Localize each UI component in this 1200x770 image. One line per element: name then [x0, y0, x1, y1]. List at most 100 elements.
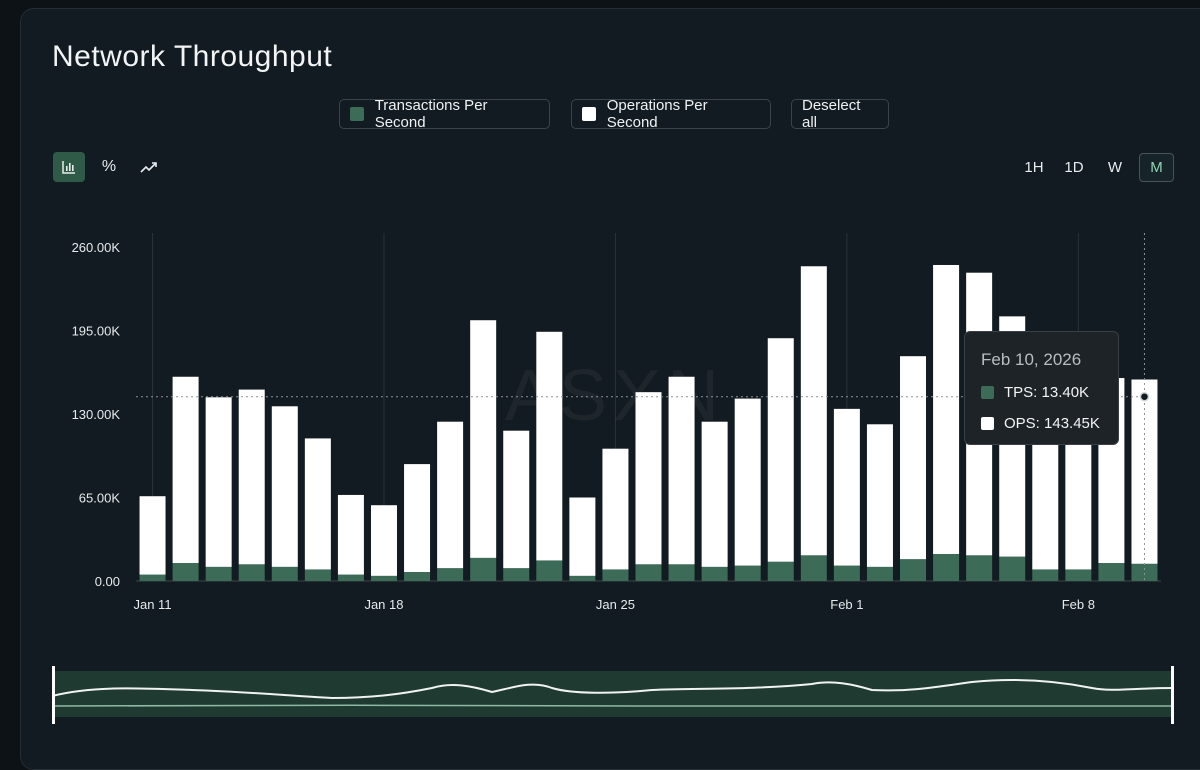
tps-bar[interactable] [205, 566, 232, 581]
y-tick-label: 65.00K [79, 491, 121, 506]
tps-bar[interactable] [602, 569, 629, 581]
crosshair-point [1139, 391, 1150, 402]
y-axis-labels: 0.00 65.00K 130.00K 195.00K 260.00K [72, 240, 121, 589]
ops-bar[interactable] [536, 331, 563, 561]
tps-bar[interactable] [404, 572, 431, 581]
ops-bar[interactable] [271, 406, 298, 567]
tps-bar[interactable] [767, 561, 794, 581]
tps-bar[interactable] [139, 574, 166, 581]
page-title: Network Throughput [52, 40, 333, 73]
legend-ops-label: Operations Per Second [606, 97, 708, 131]
ops-bar[interactable] [569, 497, 596, 576]
bar-chart-button[interactable] [53, 152, 85, 182]
deselect-all-button[interactable]: Deselect all [791, 97, 889, 131]
tps-bar[interactable] [1131, 563, 1158, 581]
y-tick-label: 195.00K [72, 324, 121, 339]
ops-bar[interactable] [139, 496, 166, 575]
trend-button[interactable] [133, 152, 165, 182]
tps-bar[interactable] [304, 569, 331, 581]
percent-icon: % [101, 158, 117, 175]
ops-bar[interactable] [866, 424, 893, 567]
tps-bar[interactable] [1032, 569, 1059, 581]
range-handle-left[interactable] [52, 666, 55, 724]
tps-bar[interactable] [569, 575, 596, 581]
period-m[interactable]: M [1139, 153, 1174, 182]
tooltip-tps-row: TPS: 13.40K [981, 384, 1089, 401]
ops-bar[interactable] [701, 421, 728, 567]
ops-bar[interactable] [337, 494, 364, 575]
tooltip: Feb 10, 2026 TPS: 13.40K OPS: 143.45K [964, 331, 1119, 445]
tps-bar[interactable] [701, 566, 728, 581]
tooltip-tps-value: TPS: 13.40K [1004, 384, 1090, 401]
tps-bar[interactable] [437, 568, 464, 581]
ops-bar[interactable] [238, 389, 265, 565]
range-handle-right[interactable] [1171, 666, 1174, 724]
tps-bar[interactable] [800, 555, 827, 581]
percent-button[interactable]: % [93, 152, 125, 182]
deselect-all-label: Deselect all [802, 97, 861, 131]
ops-bar[interactable] [437, 421, 464, 569]
bar-chart-icon [62, 161, 75, 174]
tps-bar[interactable] [933, 554, 960, 581]
ops-bar[interactable] [470, 320, 497, 558]
y-tick-label: 0.00 [95, 574, 120, 589]
ops-bar[interactable] [172, 376, 199, 564]
ops-bar[interactable] [602, 448, 629, 570]
ops-bar[interactable] [767, 338, 794, 562]
period-w[interactable]: W [1107, 159, 1123, 176]
ops-bar[interactable] [205, 397, 232, 567]
tps-bar[interactable] [866, 566, 893, 581]
ops-swatch [582, 107, 596, 121]
ops-bar[interactable] [503, 430, 530, 569]
ops-bar[interactable] [734, 398, 761, 566]
ops-bar[interactable] [304, 438, 331, 570]
tps-bar[interactable] [900, 559, 927, 581]
tooltip-ops-row: OPS: 143.45K [981, 415, 1100, 432]
ops-bar[interactable] [933, 264, 960, 555]
tps-swatch [350, 107, 364, 121]
ops-bar[interactable] [635, 392, 662, 565]
ops-bar[interactable] [900, 356, 927, 560]
tps-bar[interactable] [635, 564, 662, 581]
legend-tps-label: Transactions Per Second [374, 97, 488, 131]
x-tick-label: Jan 11 [133, 597, 171, 612]
tps-bar[interactable] [833, 565, 860, 581]
range-tps-line [52, 704, 1174, 708]
legend-tps-button[interactable]: Transactions Per Second [339, 97, 550, 131]
tps-bar[interactable] [1065, 569, 1092, 581]
y-tick-label: 130.00K [72, 407, 121, 422]
tps-bar[interactable] [470, 557, 497, 581]
ops-bar[interactable] [668, 376, 695, 565]
y-tick-label: 260.00K [72, 240, 121, 255]
legend-ops-button[interactable]: Operations Per Second [571, 97, 771, 131]
tps-bar[interactable] [734, 565, 761, 581]
period-1h[interactable]: 1H [1024, 159, 1044, 176]
tooltip-ops-value: OPS: 143.45K [1004, 415, 1100, 432]
x-tick-label: Feb 1 [830, 597, 863, 612]
tps-bar[interactable] [536, 560, 563, 581]
x-tick-label: Jan 25 [596, 597, 635, 612]
x-tick-label: Jan 18 [364, 597, 403, 612]
x-axis-labels: Jan 11 Jan 18 Jan 25 Feb 1 Feb 8 [133, 597, 1094, 612]
x-tick-label: Feb 8 [1062, 597, 1095, 612]
ops-bar[interactable] [404, 464, 431, 573]
tps-bar[interactable] [172, 563, 199, 581]
tps-bar[interactable] [503, 568, 530, 581]
range-fill [52, 671, 1174, 717]
tps-bar[interactable] [337, 574, 364, 581]
tps-bar[interactable] [668, 564, 695, 581]
tooltip-tps-swatch [981, 386, 994, 399]
ops-bar[interactable] [1131, 379, 1158, 564]
tps-bar[interactable] [238, 564, 265, 581]
ops-bar[interactable] [800, 266, 827, 556]
tps-bar[interactable] [966, 555, 993, 581]
tps-bar[interactable] [271, 566, 298, 581]
range-navigator[interactable] [52, 666, 1174, 724]
tps-bar[interactable] [1098, 563, 1125, 581]
tps-bar[interactable] [370, 575, 397, 581]
ops-bar[interactable] [370, 505, 397, 576]
tps-bar[interactable] [999, 556, 1026, 581]
ops-bar[interactable] [833, 408, 860, 566]
period-1d[interactable]: 1D [1064, 159, 1084, 176]
